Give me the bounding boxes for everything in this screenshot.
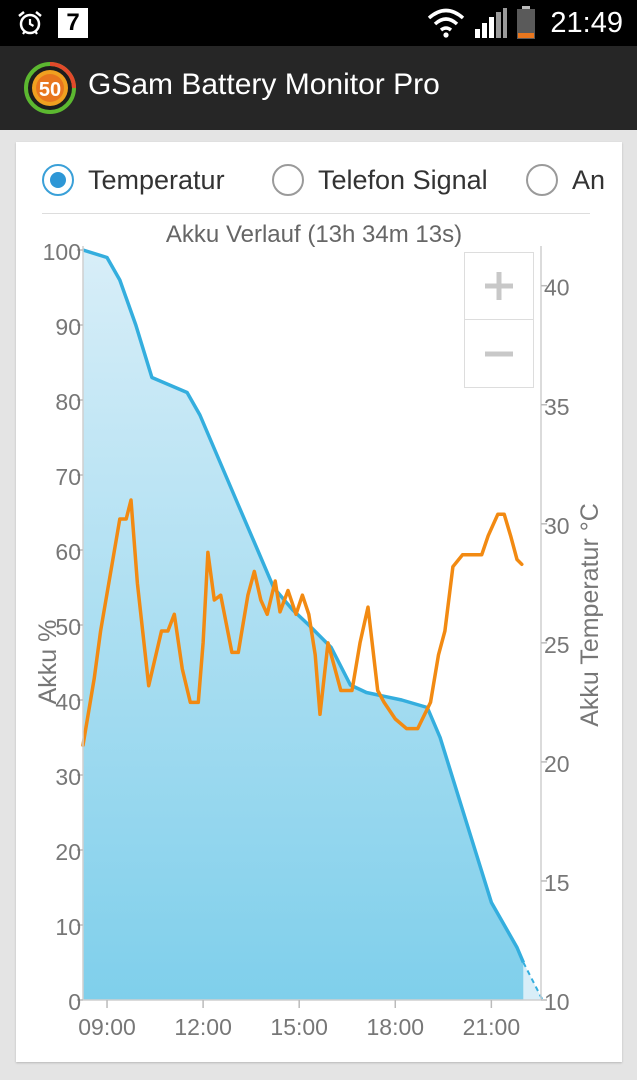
battery-projection-area: [523, 962, 543, 1000]
radio-option-temperatur[interactable]: Temperatur: [42, 164, 225, 196]
series-lines-layer: [81, 248, 544, 1001]
signal-icon: [475, 8, 508, 38]
x-tick-label: 21:00: [463, 1014, 521, 1040]
y-right-tick-label: 15: [544, 870, 570, 896]
app-title: GSam Battery Monitor Pro: [88, 68, 440, 101]
status-bar: 7 21:49: [0, 0, 637, 46]
battery-icon: [517, 6, 536, 39]
radio-label-temperatur: Temperatur: [88, 164, 225, 195]
status-bar-left: 7: [16, 8, 88, 38]
y-left-tick-label: 20: [55, 839, 81, 865]
x-tick-label: 09:00: [78, 1014, 136, 1040]
x-tick-label: 12:00: [174, 1014, 232, 1040]
temperature-line: [81, 498, 524, 747]
clock: 21:49: [550, 6, 623, 39]
y-left-tick-label: 40: [55, 689, 81, 715]
divider: [42, 213, 590, 214]
y-right-tick-label: 20: [544, 751, 570, 777]
radio-button-an[interactable]: [526, 164, 558, 196]
axis-layer: 0 10 20 30 40 50 60 70 80 90 100 10 15 20 25 30 35 40 09:0…: [43, 239, 570, 1040]
radio-button-telefon-signal[interactable]: [272, 164, 304, 196]
y-left-tick-label: 0: [68, 989, 81, 1015]
y-left-tick-label: 10: [55, 914, 81, 940]
y-left-tick-label: 100: [43, 239, 81, 265]
status-bar-right: 21:49: [426, 6, 623, 40]
battery-area-layer: [83, 250, 543, 1000]
calendar-icon: 7: [58, 8, 88, 38]
chart-card: Temperatur Telefon Signal An Akku Verlau…: [16, 142, 622, 1062]
y-right-tick-label: 10: [544, 989, 570, 1015]
y-left-tick-label: 50: [55, 614, 81, 640]
minus-icon: [485, 351, 513, 356]
zoom-out-button[interactable]: [465, 320, 533, 387]
x-tick-label: 18:00: [366, 1014, 424, 1040]
wifi-icon: [428, 8, 465, 38]
chart-title: Akku Verlauf (13h 34m 13s): [166, 221, 462, 248]
battery-area: [83, 250, 524, 1000]
battery-projection-line: [522, 962, 544, 1001]
x-tick-label: 15:00: [270, 1014, 328, 1040]
y-left-tick-label: 70: [55, 464, 81, 490]
gsam-logo-icon[interactable]: 50: [24, 62, 76, 114]
y-left-tick-label: 60: [55, 539, 81, 565]
y-left-tick-label: 90: [55, 314, 81, 340]
radio-option-an[interactable]: An: [526, 164, 605, 196]
y-right-tick-label: 40: [544, 275, 570, 301]
y-left-axis-label: Akku %: [34, 620, 62, 705]
app-bar: 50 GSam Battery Monitor Pro: [0, 46, 637, 130]
plus-icon: [485, 272, 513, 300]
y-right-tick-label: 35: [544, 394, 570, 420]
calendar-day: 7: [66, 9, 80, 36]
battery-history-chart[interactable]: Akku Verlauf (13h 34m 13s) 0 10 20 30 40 50 60…: [16, 142, 622, 1062]
radio-label-an: An: [572, 164, 606, 195]
radio-option-telefon-signal[interactable]: Telefon Signal: [272, 164, 488, 196]
y-right-axis-label: Akku Temperatur °C: [576, 503, 604, 727]
y-left-tick-label: 30: [55, 764, 81, 790]
y-right-tick-label: 25: [544, 632, 570, 658]
y-right-tick-label: 30: [544, 513, 570, 539]
logo-text: 50: [39, 79, 61, 101]
radio-label-telefon-signal: Telefon Signal: [318, 164, 488, 195]
zoom-controls: [464, 252, 534, 388]
y-left-tick-label: 80: [55, 389, 81, 415]
zoom-in-button[interactable]: [465, 253, 533, 320]
alarm-icon: [18, 11, 42, 35]
radio-button-temperatur[interactable]: [42, 164, 74, 196]
chart-option-radio-group: Temperatur Telefon Signal An: [16, 142, 622, 214]
